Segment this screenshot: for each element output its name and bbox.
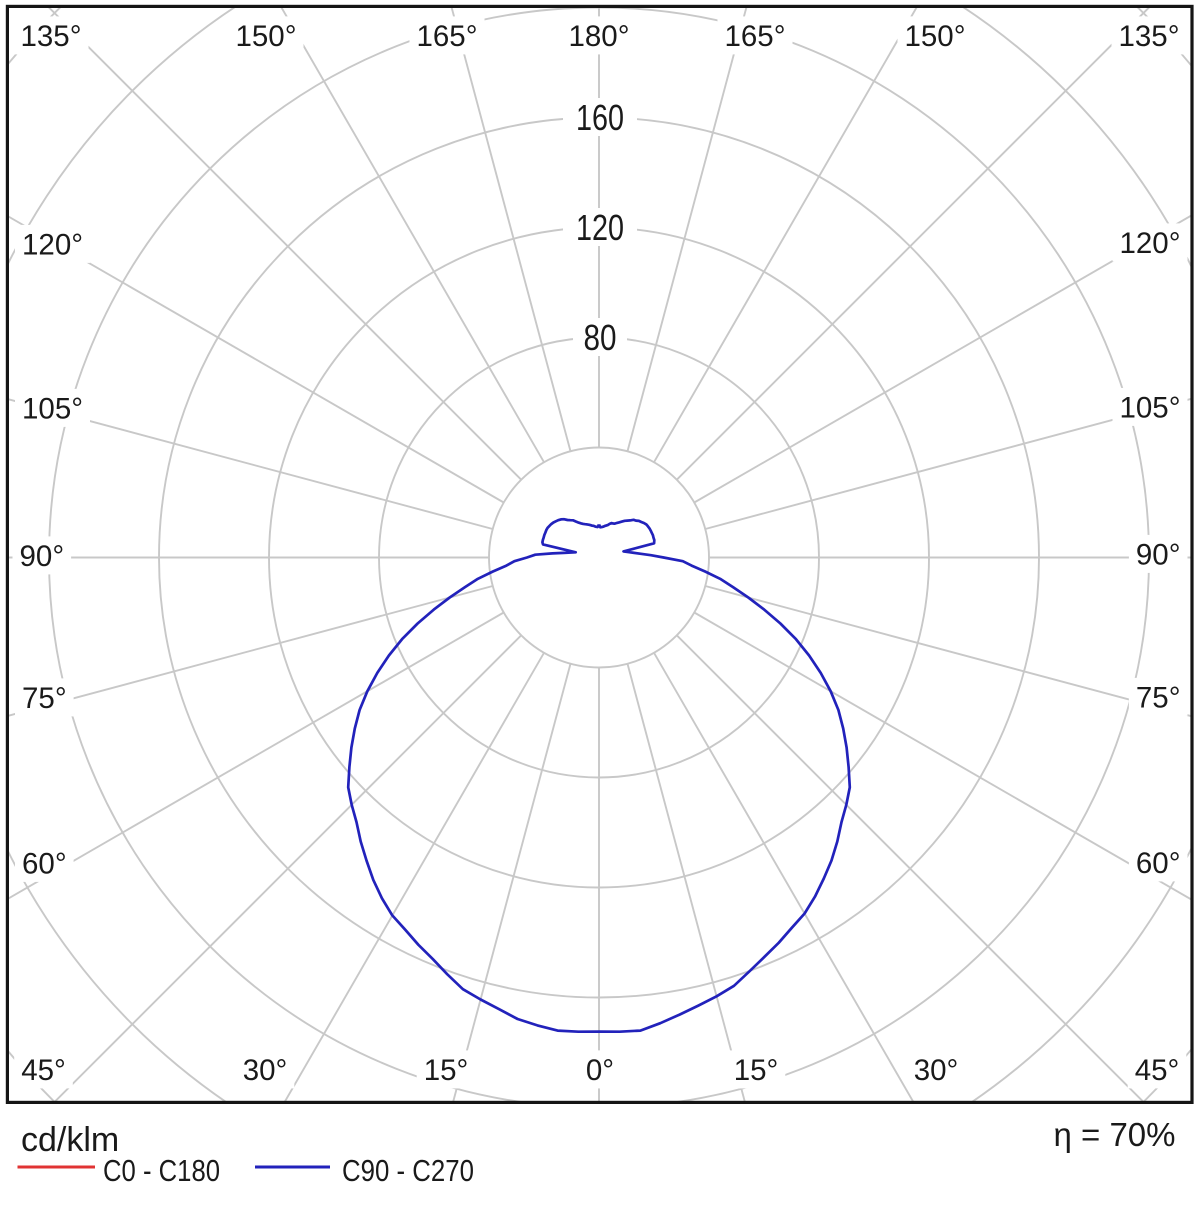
svg-text:150°: 150° bbox=[904, 20, 965, 53]
svg-text:45°: 45° bbox=[21, 1054, 66, 1087]
svg-text:15°: 15° bbox=[734, 1054, 779, 1087]
svg-text:105°: 105° bbox=[22, 393, 83, 426]
svg-text:cd/klm: cd/klm bbox=[21, 1121, 119, 1159]
svg-text:30°: 30° bbox=[243, 1054, 288, 1087]
svg-text:75°: 75° bbox=[1136, 682, 1181, 715]
svg-text:120°: 120° bbox=[22, 229, 83, 262]
svg-text:30°: 30° bbox=[914, 1054, 959, 1087]
svg-text:150°: 150° bbox=[235, 20, 296, 53]
svg-text:90°: 90° bbox=[20, 540, 65, 573]
svg-text:75°: 75° bbox=[22, 682, 67, 715]
svg-text:15°: 15° bbox=[424, 1054, 469, 1087]
svg-text:165°: 165° bbox=[416, 20, 477, 53]
svg-text:60°: 60° bbox=[22, 848, 67, 881]
svg-text:45°: 45° bbox=[1135, 1054, 1180, 1087]
svg-text:135°: 135° bbox=[1118, 20, 1179, 53]
svg-text:80: 80 bbox=[584, 317, 617, 358]
svg-text:60°: 60° bbox=[1136, 847, 1181, 880]
svg-text:90°: 90° bbox=[1136, 539, 1181, 572]
svg-text:135°: 135° bbox=[20, 20, 81, 53]
svg-text:165°: 165° bbox=[724, 20, 785, 53]
svg-text:105°: 105° bbox=[1119, 392, 1180, 425]
svg-text:η = 70%: η = 70% bbox=[1053, 1116, 1175, 1153]
svg-text:160: 160 bbox=[576, 97, 624, 138]
svg-text:C90 - C270: C90 - C270 bbox=[342, 1153, 474, 1188]
svg-text:0°: 0° bbox=[586, 1054, 614, 1087]
svg-text:120: 120 bbox=[576, 207, 624, 248]
svg-text:180°: 180° bbox=[568, 20, 629, 53]
svg-text:120°: 120° bbox=[1119, 227, 1180, 260]
svg-text:C0 - C180: C0 - C180 bbox=[103, 1153, 220, 1188]
